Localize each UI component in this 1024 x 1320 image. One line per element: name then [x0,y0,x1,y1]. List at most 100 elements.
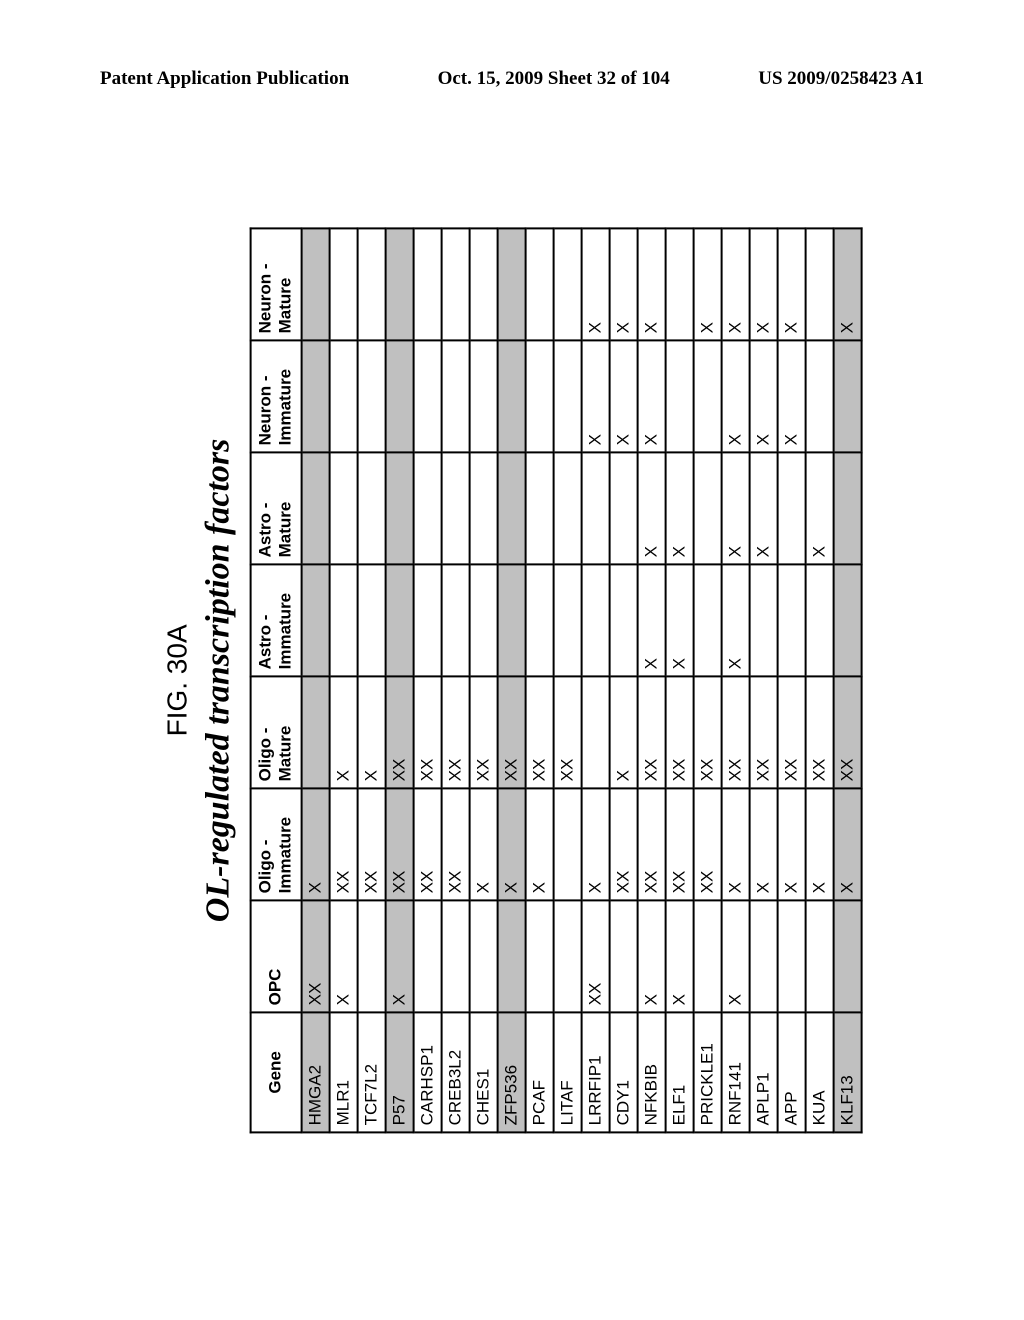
data-cell [357,452,385,564]
figure-title: OL-regulated transcription factors [200,227,238,1133]
data-cell: XX [357,788,385,900]
col-astro-mature: Astro - Mature [251,452,302,564]
data-cell [525,228,553,340]
data-cell [553,228,581,340]
gene-cell: CARHSP1 [413,1012,441,1132]
data-cell: XX [693,676,721,788]
gene-cell: NFKBIB [637,1012,665,1132]
data-cell [413,340,441,452]
data-cell: X [749,788,777,900]
data-cell: XX [721,676,749,788]
data-cell: X [665,900,693,1012]
gene-cell: APLP1 [749,1012,777,1132]
data-cell: XX [329,788,357,900]
data-cell [777,452,805,564]
data-cell [665,228,693,340]
data-cell: X [721,228,749,340]
data-cell [609,452,637,564]
data-cell [329,340,357,452]
data-cell [469,228,497,340]
data-cell: X [609,228,637,340]
col-opc: OPC [251,900,302,1012]
data-cell [413,900,441,1012]
data-cell [469,340,497,452]
data-cell [581,564,609,676]
data-cell: X [721,452,749,564]
gene-cell: TCF7L2 [357,1012,385,1132]
data-cell [525,340,553,452]
data-cell [805,564,833,676]
data-cell [833,340,861,452]
data-cell: X [777,228,805,340]
data-cell: XX [665,676,693,788]
table-row: TCF7L2 XXX [357,228,385,1132]
data-cell: X [693,228,721,340]
data-cell [553,340,581,452]
data-cell [469,452,497,564]
data-cell [693,452,721,564]
data-cell: XX [749,676,777,788]
data-cell: X [777,340,805,452]
data-cell [777,564,805,676]
data-cell: XX [525,676,553,788]
data-cell: X [469,788,497,900]
data-cell [441,228,469,340]
data-cell [581,676,609,788]
table-row: CDY1XXXXX [609,228,637,1132]
data-cell: X [749,228,777,340]
col-neuron-mature: Neuron - Mature [251,228,302,340]
table-row: APLP1XXXXXX [749,228,777,1132]
rotated-figure: FIG. 30A OL-regulated transcription fact… [162,227,863,1133]
data-cell [525,452,553,564]
data-cell [385,228,413,340]
data-cell: X [805,452,833,564]
data-cell [553,452,581,564]
data-cell [413,564,441,676]
gene-cell: CHES1 [469,1012,497,1132]
gene-cell: LRRFIP1 [581,1012,609,1132]
data-cell: X [721,900,749,1012]
data-cell [749,564,777,676]
gene-cell: HMGA2 [301,1012,329,1132]
data-cell: XX [693,788,721,900]
data-cell: XX [497,676,525,788]
col-oligo-mature: Oligo - Mature [251,676,302,788]
data-cell [301,340,329,452]
data-cell: XX [581,900,609,1012]
data-cell [497,452,525,564]
data-cell: X [637,900,665,1012]
data-cell: X [721,340,749,452]
col-neuron-immature: Neuron - Immature [251,340,302,452]
data-cell [441,564,469,676]
table-header-row: Gene OPC Oligo - Immature Oligo - Mature… [251,228,302,1132]
data-cell [553,564,581,676]
data-cell: X [749,452,777,564]
gene-cell: CDY1 [609,1012,637,1132]
data-cell [301,228,329,340]
data-cell [385,340,413,452]
data-cell: X [497,788,525,900]
data-cell: XX [301,900,329,1012]
data-cell [301,564,329,676]
data-cell [609,564,637,676]
data-cell: X [357,676,385,788]
figure-label: FIG. 30A [162,227,194,1133]
data-cell: XX [833,676,861,788]
table-row: P57XXXXX [385,228,413,1132]
figure-wrap: FIG. 30A OL-regulated transcription fact… [0,130,1024,1230]
data-cell: X [581,788,609,900]
data-cell: XX [385,788,413,900]
data-cell [553,900,581,1012]
data-cell [581,452,609,564]
data-cell: X [833,788,861,900]
data-cell: XX [385,676,413,788]
data-cell: X [581,228,609,340]
data-cell [693,340,721,452]
table-row: RNF141XXXXXXXX [721,228,749,1132]
data-cell: XX [441,788,469,900]
page-header: Patent Application Publication Oct. 15, … [0,68,1024,90]
table-row: MLR1XXXX [329,228,357,1132]
ol-tf-table: Gene OPC Oligo - Immature Oligo - Mature… [250,227,863,1133]
data-cell [413,228,441,340]
data-cell: X [301,788,329,900]
